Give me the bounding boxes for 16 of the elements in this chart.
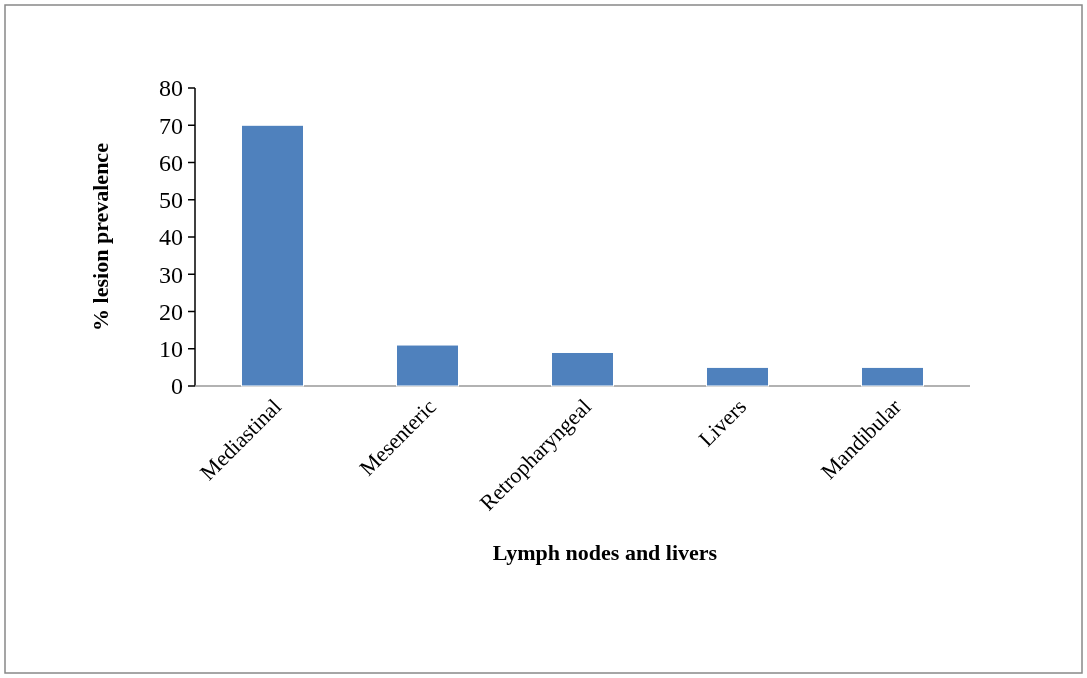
y-tick-label: 10 [159, 336, 183, 363]
x-axis-title: Lymph nodes and livers [492, 540, 718, 565]
y-tick-label: 50 [159, 187, 183, 214]
y-tick-label: 30 [159, 261, 183, 288]
y-tick-label: 0 [171, 373, 183, 400]
bar [241, 124, 304, 387]
y-tick-label: 70 [159, 112, 183, 139]
bar [861, 366, 924, 387]
bar [396, 344, 459, 387]
y-tick-label: 20 [159, 298, 183, 325]
bar [706, 366, 769, 387]
y-tick-label: 80 [159, 75, 183, 102]
y-tick-label: 40 [159, 224, 183, 251]
bar [551, 351, 614, 387]
y-tick-label: 60 [159, 149, 183, 176]
y-axis-title: % lesion prevalence [88, 142, 113, 331]
